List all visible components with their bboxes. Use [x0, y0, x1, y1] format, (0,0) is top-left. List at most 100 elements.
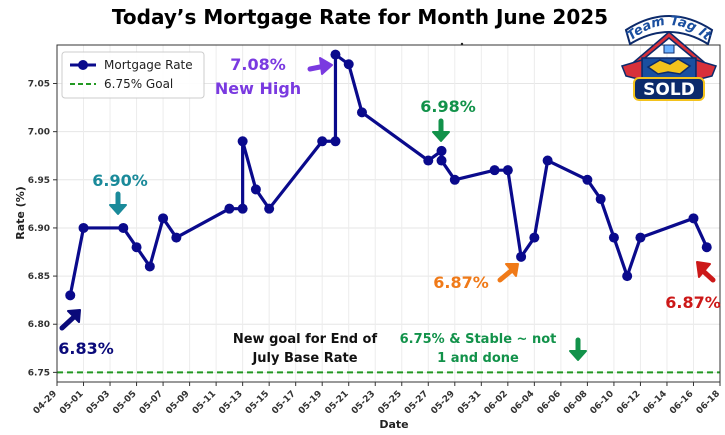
arrowhead	[432, 131, 450, 142]
annotation-683-text: 6.83%	[58, 339, 114, 358]
annotation-687-orange-text: 6.87%	[433, 273, 489, 292]
data-point	[622, 271, 633, 282]
x-tick-label: 05-27	[403, 389, 430, 416]
data-point	[317, 136, 328, 147]
annotation-687-red: 6.87%	[665, 261, 721, 312]
data-point	[356, 107, 367, 118]
legend-series-label: Mortgage Rate	[104, 58, 193, 72]
x-tick-label: 05-17	[270, 389, 297, 416]
data-point	[489, 165, 500, 176]
arrowhead	[319, 57, 333, 75]
x-tick-label: 05-05	[111, 389, 138, 416]
x-axis-label: Date	[379, 418, 408, 431]
logo-sold-plate	[633, 77, 705, 101]
logo-bottom-text: SOLD	[643, 80, 695, 100]
chart-title: Today’s Mortgage Rate for Month June 202…	[112, 5, 608, 29]
data-point	[502, 165, 513, 176]
annotation-687-red-text: 6.87%	[665, 293, 721, 312]
y-tick-label: 7.00	[28, 128, 50, 138]
data-point	[330, 136, 341, 147]
x-tick-label: 05-15	[244, 389, 271, 416]
logo-banner	[624, 15, 714, 46]
x-tick-label: 06-18	[695, 389, 722, 416]
x-tick-label: 06-02	[483, 389, 510, 416]
x-axis-ticks: 04-29 05-01 05-03 05-05 05-07 05-09 05-11 05-13…	[32, 382, 722, 416]
data-point	[224, 203, 235, 214]
series-layer	[65, 49, 712, 301]
data-point	[701, 242, 712, 253]
data-point	[171, 232, 182, 243]
x-tick-label: 06-14	[642, 389, 669, 416]
data-point	[608, 232, 619, 243]
arrow-up-right-icon	[497, 267, 515, 283]
data-point	[250, 184, 261, 195]
arrowhead	[67, 309, 81, 323]
arrow-up-right-icon	[59, 313, 78, 331]
data-point	[78, 222, 89, 233]
y-tick-label: 6.80	[28, 320, 50, 330]
y-tick-label: 6.90	[28, 224, 50, 234]
data-point	[595, 194, 606, 205]
data-point	[237, 203, 248, 214]
annotation-690: 6.90%	[92, 171, 148, 215]
y-tick-label: 6.75	[28, 368, 50, 378]
data-point	[688, 213, 699, 224]
team-tag-it-sold-logo: Team Tag It SOLD	[620, 14, 718, 101]
annotation-goal-line2: July Base Rate	[251, 351, 357, 366]
x-tick-label: 05-03	[85, 389, 112, 416]
data-point	[449, 174, 460, 185]
y-tick-label: 6.85	[28, 272, 50, 282]
data-point	[330, 49, 341, 60]
data-point	[131, 242, 142, 253]
speck	[460, 42, 464, 46]
x-tick-label: 05-07	[138, 389, 165, 416]
x-tick-label: 04-29	[32, 389, 59, 416]
annotation-698-text: 6.98%	[420, 97, 476, 116]
annotation-690-text: 6.90%	[92, 171, 148, 190]
x-tick-label: 05-25	[376, 389, 403, 416]
annotation-goal-line1: New goal for End of	[233, 332, 378, 347]
x-tick-label: 05-23	[350, 389, 377, 416]
data-point	[436, 145, 447, 156]
data-point	[635, 232, 646, 243]
house-handshake-icon	[620, 31, 718, 81]
x-tick-label: 05-11	[191, 389, 218, 416]
data-point	[529, 232, 540, 243]
data-point	[158, 213, 169, 224]
data-point	[118, 222, 129, 233]
x-tick-label: 05-21	[323, 389, 350, 416]
data-point	[237, 136, 248, 147]
data-point	[582, 174, 593, 185]
arrowhead	[696, 261, 711, 278]
annotation-708-line1: 7.08%	[230, 55, 286, 74]
grid	[56, 45, 721, 382]
annotation-708-line2: New High	[215, 79, 301, 98]
x-tick-label: 05-09	[164, 389, 191, 416]
x-tick-label: 05-19	[297, 389, 324, 416]
annotation-708: 7.08% New High	[215, 55, 333, 98]
annotation-683: 6.83%	[58, 309, 114, 358]
x-tick-label: 05-01	[58, 389, 85, 416]
x-tick-label: 06-16	[668, 389, 695, 416]
legend-series-marker	[78, 60, 88, 70]
y-axis-label: Rate (%)	[14, 186, 27, 240]
x-tick-label: 06-06	[536, 389, 563, 416]
annotation-687-orange: 6.87%	[433, 263, 519, 292]
legend-goal-label: 6.75% Goal	[104, 77, 173, 91]
annotation-698: 6.98%	[420, 97, 476, 142]
legend: Mortgage Rate 6.75% Goal	[61, 51, 205, 99]
x-tick-label: 05-13	[217, 389, 244, 416]
arrowhead	[569, 350, 587, 361]
data-point	[343, 59, 354, 70]
data-point	[144, 261, 155, 272]
arrowhead	[505, 263, 519, 277]
data-point	[542, 155, 553, 166]
annotation-stable-line2: 1 and done	[437, 351, 519, 366]
legend-box	[61, 51, 205, 99]
y-tick-label: 6.95	[28, 176, 50, 186]
x-tick-label: 06-08	[562, 389, 589, 416]
x-tick-label: 05-29	[429, 389, 456, 416]
annotation-stable-line1: 6.75% & Stable ~ not	[400, 332, 557, 347]
x-tick-label: 06-04	[509, 389, 536, 416]
